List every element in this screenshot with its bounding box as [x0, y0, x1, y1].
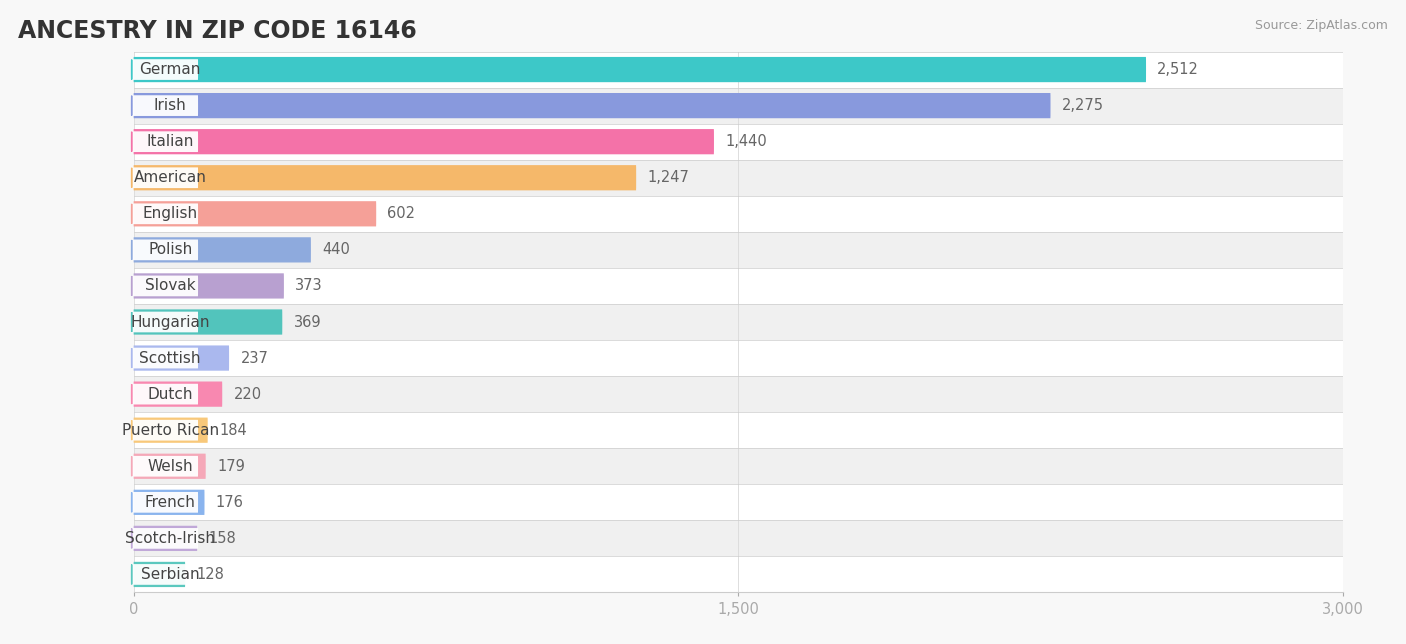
FancyBboxPatch shape — [134, 417, 208, 443]
Text: Serbian: Serbian — [141, 567, 200, 582]
Text: 158: 158 — [208, 531, 236, 546]
FancyBboxPatch shape — [134, 381, 222, 407]
FancyBboxPatch shape — [53, 520, 1406, 556]
Text: 2,512: 2,512 — [1157, 62, 1199, 77]
Text: ANCESTRY IN ZIP CODE 16146: ANCESTRY IN ZIP CODE 16146 — [18, 19, 418, 43]
Text: 1,440: 1,440 — [725, 134, 768, 149]
Text: German: German — [139, 62, 201, 77]
FancyBboxPatch shape — [53, 124, 1406, 160]
Text: Slovak: Slovak — [145, 278, 195, 294]
FancyBboxPatch shape — [53, 232, 1406, 268]
Text: 184: 184 — [219, 422, 247, 438]
FancyBboxPatch shape — [134, 165, 636, 191]
FancyBboxPatch shape — [132, 492, 198, 513]
Text: Welsh: Welsh — [148, 459, 193, 474]
Text: 373: 373 — [295, 278, 323, 294]
Text: Puerto Rican: Puerto Rican — [121, 422, 219, 438]
FancyBboxPatch shape — [134, 453, 205, 479]
FancyBboxPatch shape — [132, 384, 198, 404]
Text: 176: 176 — [215, 495, 243, 510]
FancyBboxPatch shape — [53, 160, 1406, 196]
Text: 2,275: 2,275 — [1062, 98, 1104, 113]
Text: Irish: Irish — [153, 98, 187, 113]
FancyBboxPatch shape — [53, 376, 1406, 412]
Text: English: English — [142, 206, 198, 222]
Text: 179: 179 — [217, 459, 245, 474]
FancyBboxPatch shape — [53, 412, 1406, 448]
FancyBboxPatch shape — [134, 562, 186, 587]
FancyBboxPatch shape — [134, 129, 714, 155]
Text: 237: 237 — [240, 350, 269, 366]
Text: American: American — [134, 170, 207, 185]
Text: Hungarian: Hungarian — [131, 314, 209, 330]
FancyBboxPatch shape — [53, 88, 1406, 124]
Text: Scottish: Scottish — [139, 350, 201, 366]
FancyBboxPatch shape — [132, 312, 198, 332]
Text: 1,247: 1,247 — [647, 170, 689, 185]
FancyBboxPatch shape — [53, 484, 1406, 520]
FancyBboxPatch shape — [132, 59, 198, 80]
FancyBboxPatch shape — [132, 240, 198, 260]
Text: Source: ZipAtlas.com: Source: ZipAtlas.com — [1254, 19, 1388, 32]
Text: Dutch: Dutch — [148, 386, 193, 402]
Text: Italian: Italian — [146, 134, 194, 149]
FancyBboxPatch shape — [134, 489, 204, 515]
FancyBboxPatch shape — [134, 57, 1146, 82]
FancyBboxPatch shape — [53, 448, 1406, 484]
FancyBboxPatch shape — [132, 420, 198, 440]
FancyBboxPatch shape — [134, 273, 284, 299]
Text: 128: 128 — [197, 567, 225, 582]
Text: 440: 440 — [322, 242, 350, 258]
FancyBboxPatch shape — [132, 528, 198, 549]
FancyBboxPatch shape — [134, 237, 311, 263]
Text: Polish: Polish — [148, 242, 193, 258]
Text: 602: 602 — [388, 206, 416, 222]
FancyBboxPatch shape — [132, 348, 198, 368]
FancyBboxPatch shape — [132, 204, 198, 224]
FancyBboxPatch shape — [134, 345, 229, 371]
FancyBboxPatch shape — [53, 304, 1406, 340]
FancyBboxPatch shape — [134, 93, 1050, 118]
FancyBboxPatch shape — [53, 268, 1406, 304]
FancyBboxPatch shape — [53, 340, 1406, 376]
FancyBboxPatch shape — [53, 52, 1406, 88]
FancyBboxPatch shape — [132, 95, 198, 116]
FancyBboxPatch shape — [134, 309, 283, 335]
FancyBboxPatch shape — [132, 276, 198, 296]
FancyBboxPatch shape — [134, 201, 377, 227]
FancyBboxPatch shape — [132, 456, 198, 477]
FancyBboxPatch shape — [132, 564, 198, 585]
Text: Scotch-Irish: Scotch-Irish — [125, 531, 215, 546]
FancyBboxPatch shape — [53, 196, 1406, 232]
FancyBboxPatch shape — [132, 131, 198, 152]
FancyBboxPatch shape — [134, 526, 197, 551]
FancyBboxPatch shape — [53, 556, 1406, 592]
Text: 369: 369 — [294, 314, 321, 330]
Text: French: French — [145, 495, 195, 510]
Text: 220: 220 — [233, 386, 262, 402]
FancyBboxPatch shape — [132, 167, 198, 188]
